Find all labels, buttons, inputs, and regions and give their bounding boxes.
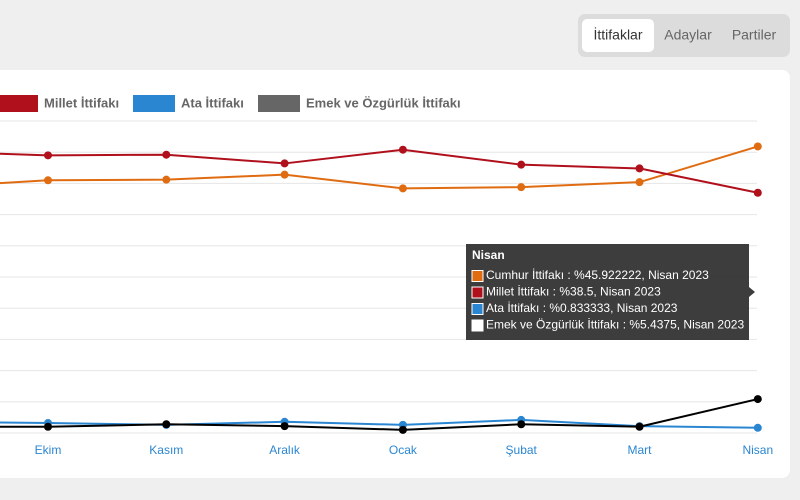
tooltip-line: Emek ve Özgürlük İttifakı : %5.4375, Nis…: [486, 318, 744, 332]
series-line: [0, 145, 759, 190]
point: [44, 176, 52, 185]
legend-label: Ata İttifakı: [181, 95, 244, 110]
point: [280, 159, 289, 168]
point: [753, 188, 762, 197]
tooltip-swatch: [471, 270, 484, 282]
x-tick-label: Şubat: [506, 443, 538, 457]
tab-active-bg: [582, 19, 654, 52]
tooltip-title: Nisan: [472, 248, 505, 262]
point: [753, 423, 762, 432]
tooltip-swatch: [471, 303, 484, 315]
point: [398, 145, 407, 154]
series-line: [0, 148, 759, 194]
series-line: [0, 398, 759, 431]
x-tick-label: Kasım: [149, 443, 183, 457]
tooltip-line: Millet İttifakı : %38.5, Nisan 2023: [486, 285, 661, 299]
x-tick-label: Nisan: [742, 443, 773, 457]
legend-label: Emek ve Özgürlük İttifakı: [306, 95, 461, 110]
card: [0, 70, 790, 478]
series-line: [0, 418, 758, 429]
tooltip-line: Ata İttifakı : %0.833333, Nisan 2023: [486, 301, 678, 315]
legend-swatch: [0, 95, 38, 112]
tab[interactable]: Partiler: [732, 27, 777, 43]
point: [635, 164, 644, 173]
tooltip-line: Cumhur İttifakı : %45.922222, Nisan 2023: [486, 268, 709, 282]
point: [517, 160, 526, 169]
point: [280, 170, 289, 179]
legend-label: Millet İttifakı: [44, 95, 119, 110]
x-tick-label: Ekim: [35, 443, 62, 457]
x-tick-label: Aralık: [269, 443, 301, 457]
x-tick-label: Ocak: [389, 443, 418, 457]
tab[interactable]: Adaylar: [664, 27, 712, 43]
point: [162, 175, 171, 184]
point: [162, 420, 171, 429]
point: [753, 142, 762, 151]
point: [44, 151, 52, 160]
point: [517, 183, 526, 192]
tooltip-swatch: [471, 319, 484, 332]
legend-swatch: [133, 95, 175, 112]
tooltip-box: [466, 244, 755, 340]
point: [635, 178, 644, 187]
legend-swatch: [258, 95, 300, 112]
point: [280, 422, 289, 431]
point: [162, 150, 171, 159]
point: [635, 422, 644, 431]
tab[interactable]: İttifaklar: [593, 26, 642, 43]
point: [517, 420, 526, 429]
point: [398, 184, 407, 193]
point: [753, 395, 762, 404]
x-tick-label: Mart: [628, 443, 653, 457]
tooltip-swatch: [471, 286, 484, 299]
point: [44, 422, 52, 431]
point: [398, 425, 407, 434]
